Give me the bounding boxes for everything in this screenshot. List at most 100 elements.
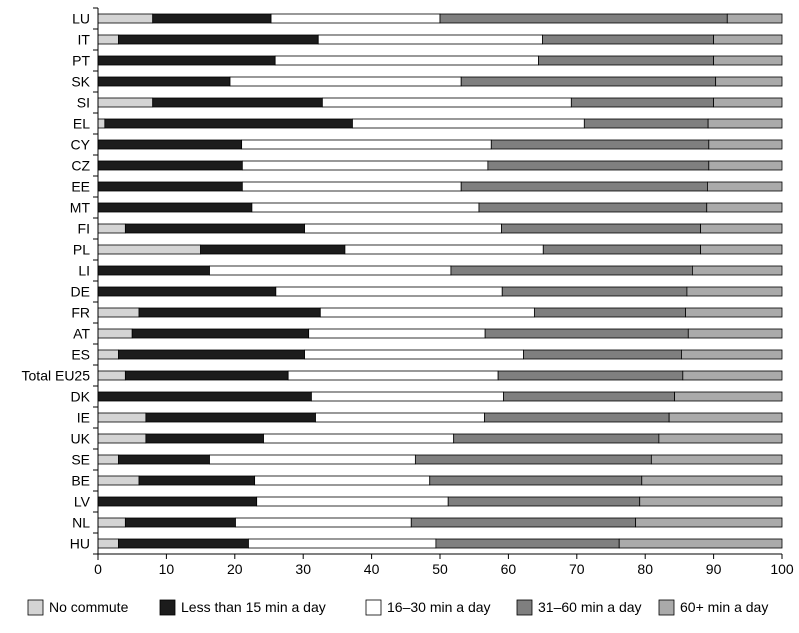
category-label: SK [71, 74, 90, 90]
bar-segment [200, 244, 346, 255]
bar-segment [501, 286, 688, 297]
bar-segment [618, 538, 783, 549]
bar-segment [635, 517, 783, 528]
category-label: CY [71, 137, 91, 153]
bar-segment [145, 433, 264, 444]
x-tick-label: 60 [501, 561, 517, 577]
bar-segment [344, 244, 544, 255]
bar-segment [460, 181, 708, 192]
x-tick-label: 0 [94, 561, 102, 577]
bar-segment [501, 223, 702, 234]
category-label: ES [71, 347, 90, 363]
bar-segment [319, 307, 535, 318]
bar-segment [639, 496, 783, 507]
bar-segment [447, 496, 641, 507]
bar-segment [97, 454, 119, 465]
bar-segment [453, 433, 660, 444]
bar-segment [274, 55, 539, 66]
bar-segment [97, 307, 140, 318]
bar-segment [317, 34, 543, 45]
category-label: DK [71, 389, 91, 405]
category-label: UK [71, 431, 91, 447]
category-labels: LU IT PT SK SI EL CY CZ EE MT FI PL LI DE FR AT ES Total … [22, 11, 91, 552]
bar-segment [97, 244, 201, 255]
legend-swatch [159, 599, 176, 616]
legend-label: Less than 15 min a day [181, 599, 326, 615]
category-label: EE [71, 179, 90, 195]
bar-segment [97, 370, 126, 381]
bar-segment [118, 34, 319, 45]
bar-segment [713, 97, 783, 108]
bar-segment [538, 55, 714, 66]
bar-segment [152, 97, 323, 108]
bar-segment [229, 76, 462, 87]
category-label: Total EU25 [22, 368, 91, 384]
x-tick-label: 10 [159, 561, 175, 577]
category-label: HU [70, 536, 90, 552]
bar-segment [726, 13, 783, 24]
bar-segment [97, 349, 119, 360]
bar-segment [287, 370, 499, 381]
category-label: NL [72, 515, 90, 531]
bar-segment [523, 349, 682, 360]
bar-segment [251, 202, 480, 213]
bar-segment [97, 433, 147, 444]
bar-segment [713, 34, 783, 45]
x-tick-label: 40 [364, 561, 380, 577]
bar-segment [152, 13, 272, 24]
bar-segment [304, 223, 502, 234]
bar-segment [315, 412, 485, 423]
bar-segment [484, 328, 689, 339]
bar-segment [97, 475, 140, 486]
bar-segment [700, 244, 783, 255]
category-label: FR [71, 305, 90, 321]
bar-segment [97, 76, 231, 87]
bar-segment [270, 13, 441, 24]
bar-segment [97, 265, 210, 276]
bar-segment [410, 517, 637, 528]
bar-segment [209, 265, 452, 276]
bar-segment [668, 412, 783, 423]
x-tick-label: 100 [770, 561, 794, 577]
bar-segment [97, 181, 243, 192]
bar-segment [435, 538, 620, 549]
bar-segment [681, 349, 783, 360]
bar-segment [275, 286, 503, 297]
bar-segment [707, 181, 783, 192]
bar-segment [97, 412, 147, 423]
bar-segment [138, 307, 321, 318]
bar-segment [104, 118, 353, 129]
bar-segment [503, 391, 676, 402]
bar-segment [542, 244, 702, 255]
category-label: MT [70, 200, 91, 216]
bar-segment [97, 223, 126, 234]
bar-segment [542, 34, 714, 45]
legend-label: 16–30 min a day [387, 599, 491, 615]
bar-segment [241, 139, 492, 150]
bar-segment [97, 97, 154, 108]
bar-segment [429, 475, 643, 486]
category-label: PT [72, 53, 90, 69]
bar-segment [674, 391, 783, 402]
bar-segment [414, 454, 652, 465]
x-tick-label: 50 [432, 561, 448, 577]
bar-segment [241, 181, 462, 192]
bar-segment [131, 328, 310, 339]
bar-segment [97, 55, 276, 66]
x-tick-label: 90 [706, 561, 722, 577]
bar-segment [304, 349, 524, 360]
x-tick-label: 80 [637, 561, 653, 577]
category-label: DE [71, 284, 90, 300]
bar-segment [450, 265, 693, 276]
category-label: AT [73, 326, 90, 342]
legend-swatch [27, 599, 44, 616]
bar-segment [97, 496, 258, 507]
bar-segment [707, 118, 783, 129]
legend-label: 60+ min a day [680, 599, 768, 615]
x-tick-label: 70 [569, 561, 585, 577]
bar-segment [248, 538, 437, 549]
bar-segment [311, 391, 505, 402]
bar-segment [708, 139, 783, 150]
bar-segment [97, 118, 106, 129]
bar-segment [487, 160, 710, 171]
